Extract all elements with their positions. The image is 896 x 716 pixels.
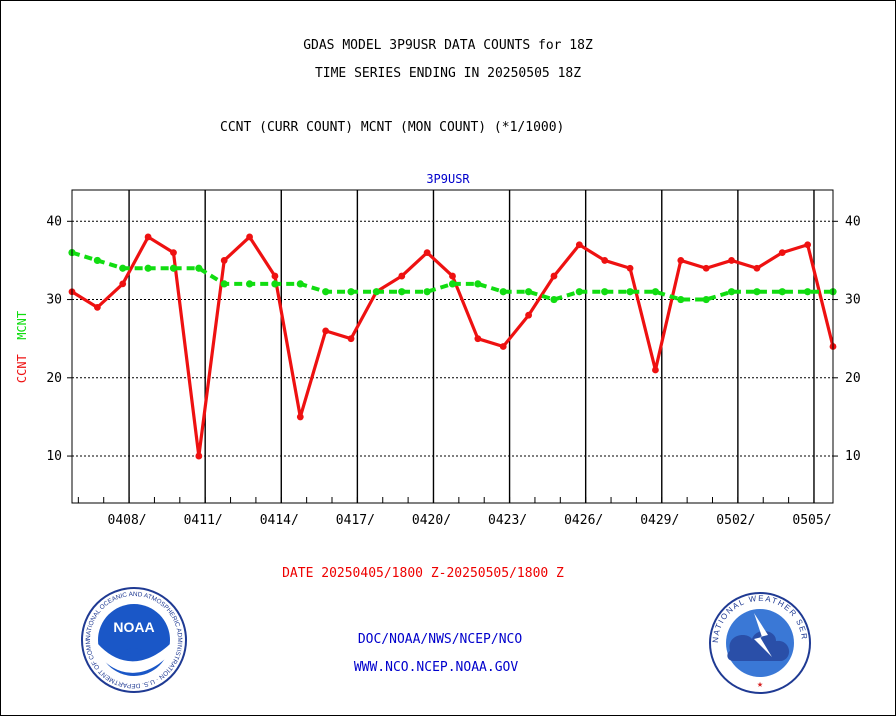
x-tick-label: 0429/ [640, 513, 679, 528]
data-point-mcnt [169, 264, 178, 272]
data-point-mcnt [575, 288, 583, 296]
noaa-logo-text: NOAA [113, 619, 154, 635]
data-point-ccnt [753, 264, 761, 272]
data-point-mcnt [499, 288, 507, 296]
y-tick-label: 30 [46, 293, 62, 308]
data-point-mcnt [601, 288, 609, 296]
data-point-ccnt [626, 264, 634, 272]
data-point-mcnt [448, 280, 457, 288]
data-point-mcnt [398, 288, 406, 296]
data-point-ccnt [499, 343, 507, 350]
data-point-ccnt [677, 257, 685, 264]
data-point-mcnt [753, 288, 761, 296]
data-point-ccnt [778, 249, 786, 256]
data-point-ccnt [804, 241, 812, 249]
data-point-mcnt [651, 288, 660, 296]
panel-label: 3P9USR [426, 172, 470, 186]
x-tick-label: 0417/ [336, 513, 375, 528]
data-point-mcnt [727, 288, 736, 296]
data-point-ccnt [601, 257, 609, 264]
plot-area-border [71, 189, 834, 504]
y-ticks: 10 10 20 20 30 30 40 40 [46, 214, 860, 464]
data-point-mcnt [778, 288, 786, 296]
chart-title: GDAS MODEL 3P9USR DATA COUNTS for 18Z [303, 38, 593, 53]
x-tick-label: 0408/ [108, 513, 147, 528]
data-point-ccnt [575, 241, 583, 249]
chart-subtitle: CCNT (CURR COUNT) MCNT (MON COUNT) (*1/1… [220, 120, 565, 135]
data-point-ccnt [195, 452, 203, 460]
svg-text:★: ★ [757, 679, 763, 690]
data-point-mcnt [220, 280, 228, 288]
data-point-ccnt [652, 366, 659, 374]
data-point-ccnt [220, 257, 228, 264]
chart-grid [72, 190, 833, 503]
data-point-mcnt [144, 264, 152, 272]
chart-series [68, 233, 837, 460]
y-tick-label: 10 [845, 449, 861, 464]
y-tick-label: 10 [46, 449, 62, 464]
data-point-ccnt [398, 272, 406, 280]
data-point-ccnt [550, 272, 558, 280]
data-point-ccnt [449, 272, 456, 280]
data-point-ccnt [271, 272, 279, 280]
y-tick-label: 20 [845, 371, 861, 386]
data-point-mcnt [372, 288, 380, 296]
data-point-mcnt [804, 288, 812, 296]
data-point-mcnt [525, 288, 533, 296]
x-ticks: 0408/0411/0414/0417/0420/0423/0426/0429/… [77, 497, 832, 528]
data-point-mcnt [347, 288, 355, 296]
data-point-mcnt [271, 280, 279, 288]
data-point-mcnt [474, 280, 482, 288]
data-point-ccnt [93, 303, 101, 311]
data-point-mcnt [423, 288, 431, 296]
x-tick-label: 0414/ [260, 513, 299, 528]
x-tick-label: 0426/ [564, 513, 603, 528]
data-point-mcnt [677, 295, 685, 304]
data-point-mcnt [119, 264, 127, 272]
x-tick-label: 0423/ [488, 513, 527, 528]
data-point-mcnt [195, 264, 203, 272]
data-point-ccnt [170, 249, 177, 256]
data-point-mcnt [93, 256, 101, 265]
data-point-mcnt [296, 280, 304, 288]
chart-title-line2: TIME SERIES ENDING IN 20250505 18Z [314, 66, 582, 81]
data-point-ccnt [423, 249, 431, 256]
footer-url[interactable]: WWW.NCO.NCEP.NOAA.GOV [353, 660, 519, 675]
data-point-ccnt [347, 335, 355, 343]
data-point-ccnt [728, 257, 735, 264]
data-point-mcnt [702, 295, 710, 304]
x-tick-label: 0502/ [716, 513, 755, 528]
y-tick-label: 20 [46, 371, 62, 386]
footer-org: DOC/NOAA/NWS/NCEP/NCO [357, 632, 523, 647]
data-point-ccnt [144, 233, 152, 241]
y-tick-label: 30 [845, 293, 861, 308]
data-point-mcnt [550, 295, 558, 304]
data-point-mcnt [245, 280, 254, 288]
y-tick-label: 40 [46, 214, 62, 229]
data-point-ccnt [702, 264, 710, 272]
x-tick-label: 0411/ [184, 513, 223, 528]
x-tick-label: 0505/ [792, 513, 831, 528]
data-point-ccnt [246, 233, 253, 241]
date-range: DATE 20250405/1800 Z-20250505/1800 Z [282, 566, 564, 581]
data-point-ccnt [296, 413, 304, 421]
series-line-ccnt [71, 235, 835, 458]
data-point-ccnt [525, 311, 532, 319]
data-point-mcnt [322, 288, 330, 296]
y-tick-label: 40 [845, 214, 861, 229]
data-point-ccnt [119, 280, 127, 288]
x-tick-label: 0420/ [412, 513, 451, 528]
data-point-ccnt [474, 335, 482, 343]
data-point-ccnt [322, 327, 330, 335]
noaa-logo: NOAA NATIONAL OCEANIC AND ATMOSPHERIC AD… [81, 587, 187, 693]
data-point-mcnt [626, 288, 634, 296]
